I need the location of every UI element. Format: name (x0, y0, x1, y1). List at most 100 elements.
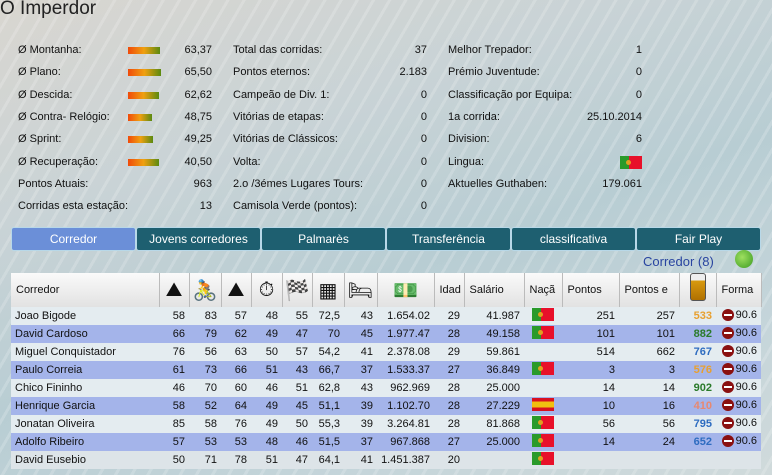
column-header-forma[interactable]: Forma (716, 273, 762, 307)
market-value: 3.264.81 (377, 415, 434, 433)
no-entry-icon (721, 416, 734, 429)
column-header-cyclist[interactable]: 🚴 (189, 273, 222, 307)
nation (524, 379, 562, 397)
stats_left-value: 62,62 (184, 88, 212, 101)
column-header-corredor[interactable]: Corredor (11, 273, 160, 307)
rider-name[interactable]: Miguel Conquistador (11, 343, 159, 361)
column-header-pontos-e[interactable]: Pontos e (619, 273, 680, 307)
salary: 59.861 (464, 343, 524, 361)
forma-value: 90.6 (721, 308, 757, 321)
skill-value: 64,1 (312, 451, 344, 469)
tab-transferencia[interactable]: Transferência (386, 227, 511, 251)
skill-value: 50 (159, 451, 189, 469)
skill-value: 72,5 (312, 307, 344, 325)
forma-value: 90.6 (721, 398, 757, 411)
stats_right-value: 0 (635, 88, 642, 101)
tab-jovens-corredores[interactable]: Jovens corredores (136, 227, 261, 251)
skill-value: 76 (221, 415, 251, 433)
rider-count: Corredor (8) (643, 254, 714, 269)
stats_left-label: Ø Sprint: (18, 133, 62, 146)
rating: 767 (679, 343, 716, 361)
skill-value: 50 (282, 415, 312, 433)
age: 29 (434, 307, 464, 325)
battery-icon (689, 273, 706, 301)
forma: 90.6 (716, 415, 761, 433)
forma: 90.6 (716, 361, 761, 379)
skill-value: 46 (251, 379, 282, 397)
skill-value: 51 (251, 361, 282, 379)
column-header-battery[interactable] (679, 273, 717, 307)
skill-bar (128, 69, 161, 77)
age: 27 (434, 361, 464, 379)
tennis-ball-icon[interactable] (735, 250, 753, 268)
skill-value: 43 (282, 361, 312, 379)
spain-flag-icon (532, 398, 554, 411)
skill-value: 51,5 (312, 433, 344, 451)
market-value: 962.969 (377, 379, 434, 397)
eternal-points: 14 (619, 379, 679, 397)
stats_right-label: Prémio Juventude: (448, 66, 540, 79)
stats_right-label: 1a corrida: (448, 110, 500, 123)
column-header-pontos[interactable]: Pontos (562, 273, 620, 307)
column-header-mountain-up[interactable]: ⛰ (159, 273, 190, 307)
table-row[interactable]: Paulo Correia 61 73 66 51 43 66,7 37 1.533.37 27 3… (11, 361, 761, 379)
table-row[interactable]: Henrique Garcia 58 52 64 49 45 51,1 39 1.102.70 2… (11, 397, 761, 415)
skill-value: 58 (159, 307, 189, 325)
table-row[interactable]: Adolfo Ribeiro 57 53 53 48 46 51,5 37 967.868 27 2… (11, 433, 761, 451)
tab-corredor[interactable]: Corredor (11, 227, 136, 251)
skill-value: 61 (159, 361, 189, 379)
table-row[interactable]: Joao Bigode 58 83 57 48 55 72,5 43 1.654.02 29 41.… (11, 307, 761, 325)
forma: 90.6 (716, 325, 761, 343)
stats_right-label: Aktuelles Guthaben: (448, 177, 548, 190)
column-header-idad[interactable]: Idad (434, 273, 465, 307)
nation (524, 307, 562, 325)
eternal-points: 662 (619, 343, 679, 361)
table-row[interactable]: Jonatan Oliveira 85 58 76 49 50 55,3 39 3.264.81… (11, 415, 761, 433)
forma-value: 90.6 (721, 344, 757, 357)
column-header-money[interactable]: 💵 (377, 273, 435, 307)
rider-name[interactable]: Adolfo Ribeiro (11, 433, 159, 451)
portugal-flag-icon (532, 434, 554, 447)
rider-name[interactable]: Paulo Correia (11, 361, 159, 379)
nation (524, 325, 562, 343)
points: 514 (562, 343, 619, 361)
column-header-salário[interactable]: Salário (464, 273, 525, 307)
tab-palmares[interactable]: Palmarès (261, 227, 386, 251)
stats_mid-value: 0 (420, 88, 427, 101)
eternal-points (619, 451, 679, 469)
skill-value: 70 (189, 379, 221, 397)
stats_right-value: 6 (635, 133, 642, 146)
table-row[interactable]: Miguel Conquistador 76 56 63 50 57 54,2 41 2.378… (11, 343, 761, 361)
skill-value: 55 (282, 307, 312, 325)
rider-name[interactable]: Jonatan Oliveira (11, 415, 159, 433)
skill-value: 37 (344, 361, 377, 379)
skill-bar (128, 91, 160, 99)
stats_left-label: Corridas esta estação: (18, 200, 129, 213)
column-header-stopwatch[interactable]: ⏱ (251, 273, 283, 307)
rider-name[interactable]: David Cardoso (11, 325, 159, 343)
rider-name[interactable]: David Eusebio (11, 451, 159, 469)
column-header-checkered-flag[interactable]: 🏁 (282, 273, 313, 307)
column-header-naçã[interactable]: Naçã (524, 273, 563, 307)
stats_mid-value: 0 (420, 110, 427, 123)
table-row[interactable]: David Cardoso 66 79 62 49 47 70 45 1.977.47 28 49.… (11, 325, 761, 343)
skill-value: 57 (221, 307, 251, 325)
rating: 652 (679, 433, 716, 451)
rider-name[interactable]: Henrique Garcia (11, 397, 159, 415)
tab-fair-play[interactable]: Fair Play (636, 227, 761, 251)
skill-value: 60 (221, 379, 251, 397)
rider-name[interactable]: Chico Fininho (11, 379, 159, 397)
table-row[interactable]: Chico Fininho 46 70 60 46 51 62,8 43 962.969 28 25… (11, 379, 761, 397)
rating: 533 (679, 307, 716, 325)
column-header-mountain-down[interactable]: ⛰ (221, 273, 252, 307)
column-header-cobblestone[interactable]: ▦ (312, 273, 345, 307)
table-row[interactable]: David Eusebio 50 71 78 51 47 64,1 41 1.451.387 20 (11, 451, 761, 469)
forma-text: 90.6 (735, 380, 757, 393)
rider-name[interactable]: Joao Bigode (11, 307, 159, 325)
skill-value: 53 (189, 433, 221, 451)
column-header-bed[interactable]: 🛏 (344, 273, 378, 307)
stats_mid-label: 2.o /3émes Lugares Tours: (233, 177, 364, 190)
tab-classificativa[interactable]: classificativa (511, 227, 636, 251)
page-title: O Imperdor (0, 0, 97, 19)
market-value: 1.451.387 (377, 451, 434, 469)
